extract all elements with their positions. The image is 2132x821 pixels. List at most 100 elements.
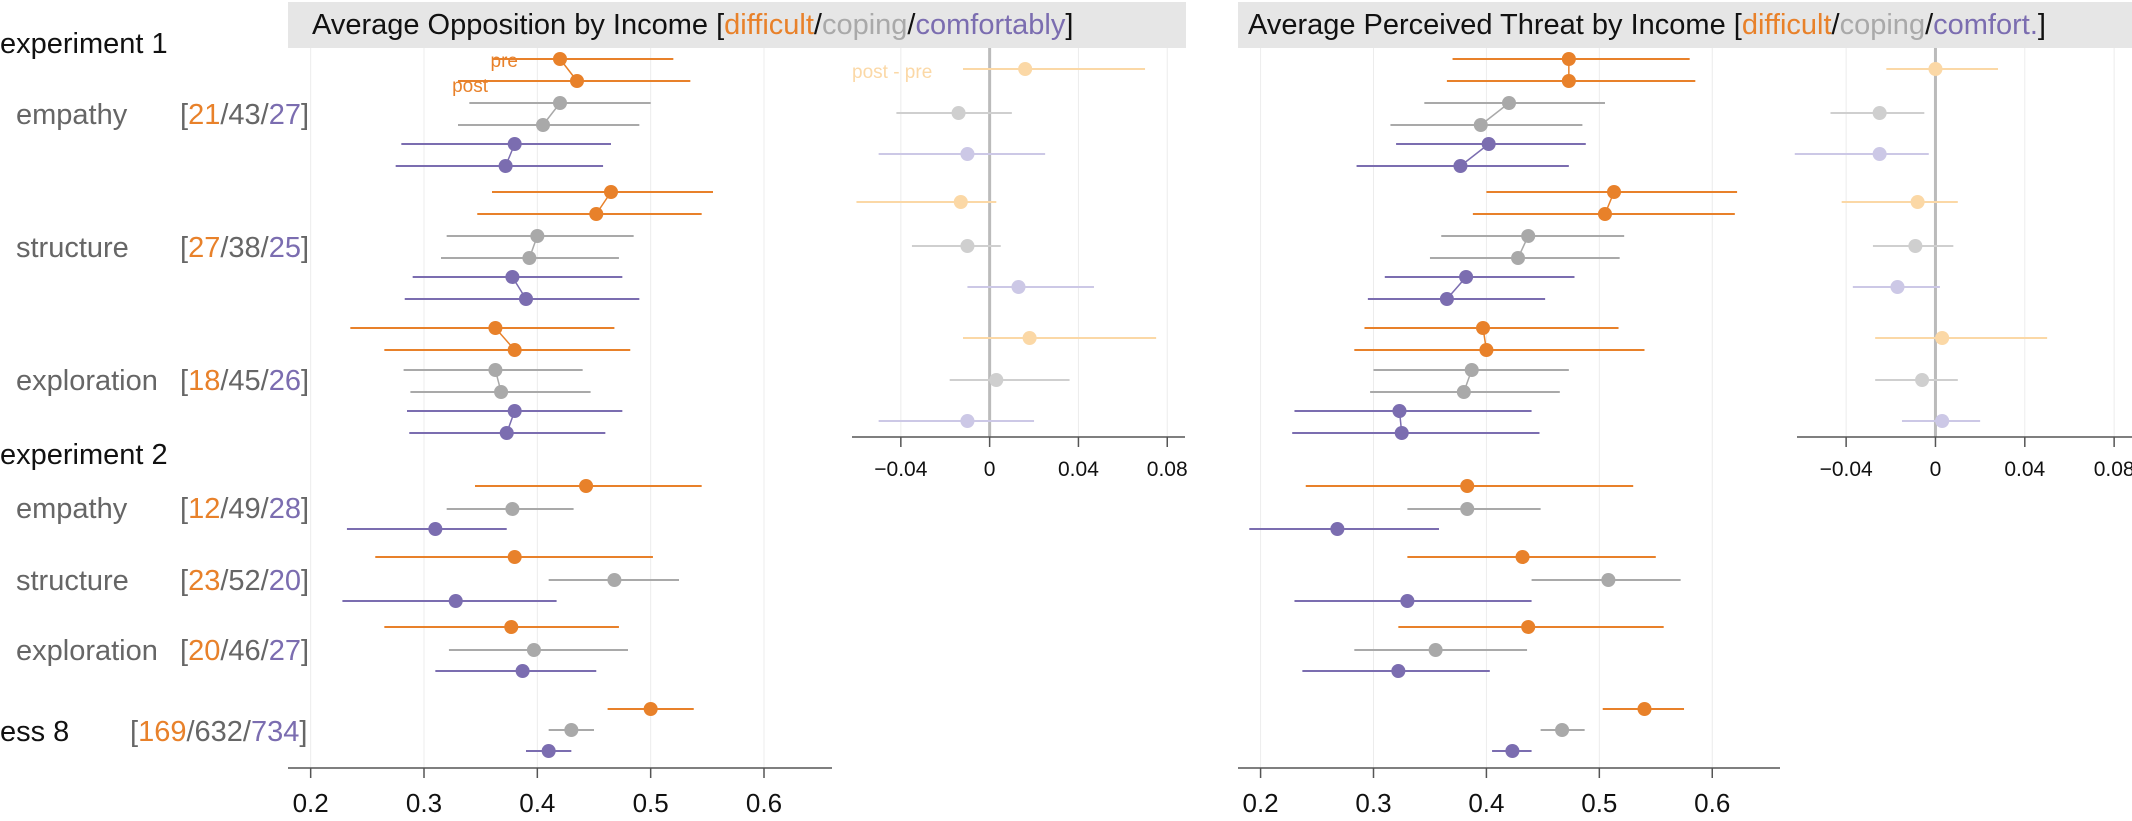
row-label-e1-structure: structure bbox=[16, 232, 129, 264]
opposition-point bbox=[428, 522, 443, 536]
opposition-tick-label: 0.5 bbox=[633, 788, 669, 818]
threat-diff-point bbox=[1872, 106, 1887, 120]
threat-diff-point bbox=[1928, 62, 1943, 76]
row-counts-e1-empathy: [21/43/27] bbox=[180, 99, 309, 131]
opposition-post-point bbox=[499, 426, 514, 440]
threat-diff-tick-label: 0.04 bbox=[2004, 458, 2045, 481]
opposition-pre-point bbox=[507, 137, 522, 151]
opposition-point bbox=[504, 620, 519, 634]
opposition-diff-point bbox=[960, 147, 975, 161]
row-label-e2-structure: structure bbox=[16, 565, 129, 597]
threat-point bbox=[1601, 573, 1616, 587]
opposition-post-point bbox=[589, 207, 604, 221]
opposition-point bbox=[564, 723, 579, 737]
row-counts-e1-structure: [27/38/25] bbox=[180, 232, 309, 264]
threat-diff-point bbox=[1872, 147, 1887, 161]
opposition-pre-point bbox=[553, 52, 567, 66]
opposition-diff-tick-label: 0.08 bbox=[1147, 458, 1188, 481]
threat-point bbox=[1330, 522, 1345, 536]
opposition-diff-point bbox=[1011, 280, 1026, 294]
opposition-pre-point bbox=[488, 363, 503, 377]
opposition-diff-point bbox=[953, 195, 968, 209]
threat-post-point bbox=[1453, 159, 1468, 173]
opposition-post-point bbox=[519, 292, 533, 306]
threat-diff-point bbox=[1910, 195, 1925, 209]
opposition-title-comfortably: comfortably bbox=[915, 9, 1065, 41]
threat-post-point bbox=[1597, 207, 1612, 221]
opposition-diff-point bbox=[960, 414, 975, 428]
threat-title-sep2: / bbox=[1925, 9, 1934, 41]
opposition-post-point bbox=[498, 159, 513, 173]
opposition-pre-point bbox=[488, 321, 503, 335]
opposition-point bbox=[541, 744, 556, 758]
threat-title-difficult: difficult bbox=[1742, 9, 1832, 41]
opposition-pre-point bbox=[507, 404, 522, 418]
opposition-diff-tick-label: 0 bbox=[984, 458, 996, 481]
opposition-diff-point bbox=[951, 106, 966, 120]
threat-title-coping: coping bbox=[1840, 9, 1925, 41]
opposition-tick-label: 0.3 bbox=[406, 788, 442, 818]
threat-tick-label: 0.3 bbox=[1355, 788, 1391, 818]
opposition-tick-label: 0.2 bbox=[293, 788, 329, 818]
opposition-post-point bbox=[536, 118, 550, 132]
opposition-title-coping: coping bbox=[822, 9, 907, 41]
threat-point bbox=[1521, 620, 1536, 634]
threat-tick-label: 0.5 bbox=[1581, 788, 1617, 818]
threat-post-point bbox=[1473, 118, 1488, 132]
threat-pre-point bbox=[1464, 363, 1479, 377]
experiment-2-heading: experiment 2 bbox=[0, 439, 168, 471]
threat-point bbox=[1515, 550, 1530, 564]
row-counts-ess8: [169/632/734] bbox=[130, 716, 307, 748]
opposition-diff-point bbox=[1022, 331, 1037, 345]
threat-point bbox=[1400, 594, 1415, 608]
opposition-point bbox=[448, 594, 463, 608]
threat-pre-point bbox=[1481, 137, 1496, 151]
opposition-point bbox=[515, 664, 530, 678]
threat-pre-point bbox=[1607, 185, 1622, 199]
threat-title-prefix: Average Perceived Threat by Income [ bbox=[1248, 9, 1742, 41]
threat-pre-point bbox=[1521, 229, 1536, 243]
threat-diff-point bbox=[1908, 239, 1923, 253]
threat-post-point bbox=[1511, 251, 1526, 265]
threat-post-point bbox=[1394, 426, 1409, 440]
row-counts-e2-exploration: [20/46/27] bbox=[180, 635, 309, 667]
threat-point bbox=[1505, 744, 1520, 758]
threat-diff-point bbox=[1890, 280, 1905, 294]
threat-pre-point bbox=[1502, 96, 1516, 110]
opposition-tick-label: 0.4 bbox=[519, 788, 555, 818]
opposition-chart-title: Average Opposition by Income [difficult/… bbox=[312, 9, 1073, 41]
opposition-pre-point bbox=[553, 96, 567, 110]
opposition-title-difficult: difficult bbox=[724, 9, 814, 41]
opposition-diff-point bbox=[989, 373, 1004, 387]
threat-point bbox=[1460, 479, 1475, 493]
opposition-pre-point bbox=[530, 229, 545, 243]
threat-post-point bbox=[1479, 343, 1494, 357]
opposition-post-point bbox=[570, 74, 584, 88]
opposition-diff-point bbox=[960, 239, 975, 253]
threat-point bbox=[1637, 702, 1652, 716]
threat-pre-point bbox=[1459, 270, 1474, 284]
threat-point bbox=[1428, 643, 1443, 657]
row-counts-e1-exploration: [18/45/26] bbox=[180, 365, 309, 397]
opposition-point bbox=[607, 573, 622, 587]
threat-point bbox=[1460, 502, 1475, 516]
experiment-1-heading: experiment 1 bbox=[0, 28, 168, 60]
threat-pre-point bbox=[1392, 404, 1407, 418]
threat-title-sep1: / bbox=[1832, 9, 1841, 41]
row-label-e1-empathy: empathy bbox=[16, 99, 128, 131]
opposition-diff-annotation: post - pre bbox=[852, 62, 932, 83]
opposition-point bbox=[507, 550, 522, 564]
threat-post-point bbox=[1439, 292, 1454, 306]
opposition-post-point bbox=[507, 343, 522, 357]
opposition-point bbox=[505, 502, 520, 516]
row-label-e2-exploration: exploration bbox=[16, 635, 158, 667]
opposition-post-point bbox=[522, 251, 537, 265]
opposition-point bbox=[643, 702, 658, 716]
opposition-diff-point bbox=[1018, 62, 1033, 76]
opposition-title-bg bbox=[288, 2, 1186, 48]
opposition-point bbox=[526, 643, 541, 657]
threat-diff-point bbox=[1935, 414, 1950, 428]
threat-tick-label: 0.6 bbox=[1694, 788, 1730, 818]
opposition-tick-label: 0.6 bbox=[746, 788, 782, 818]
